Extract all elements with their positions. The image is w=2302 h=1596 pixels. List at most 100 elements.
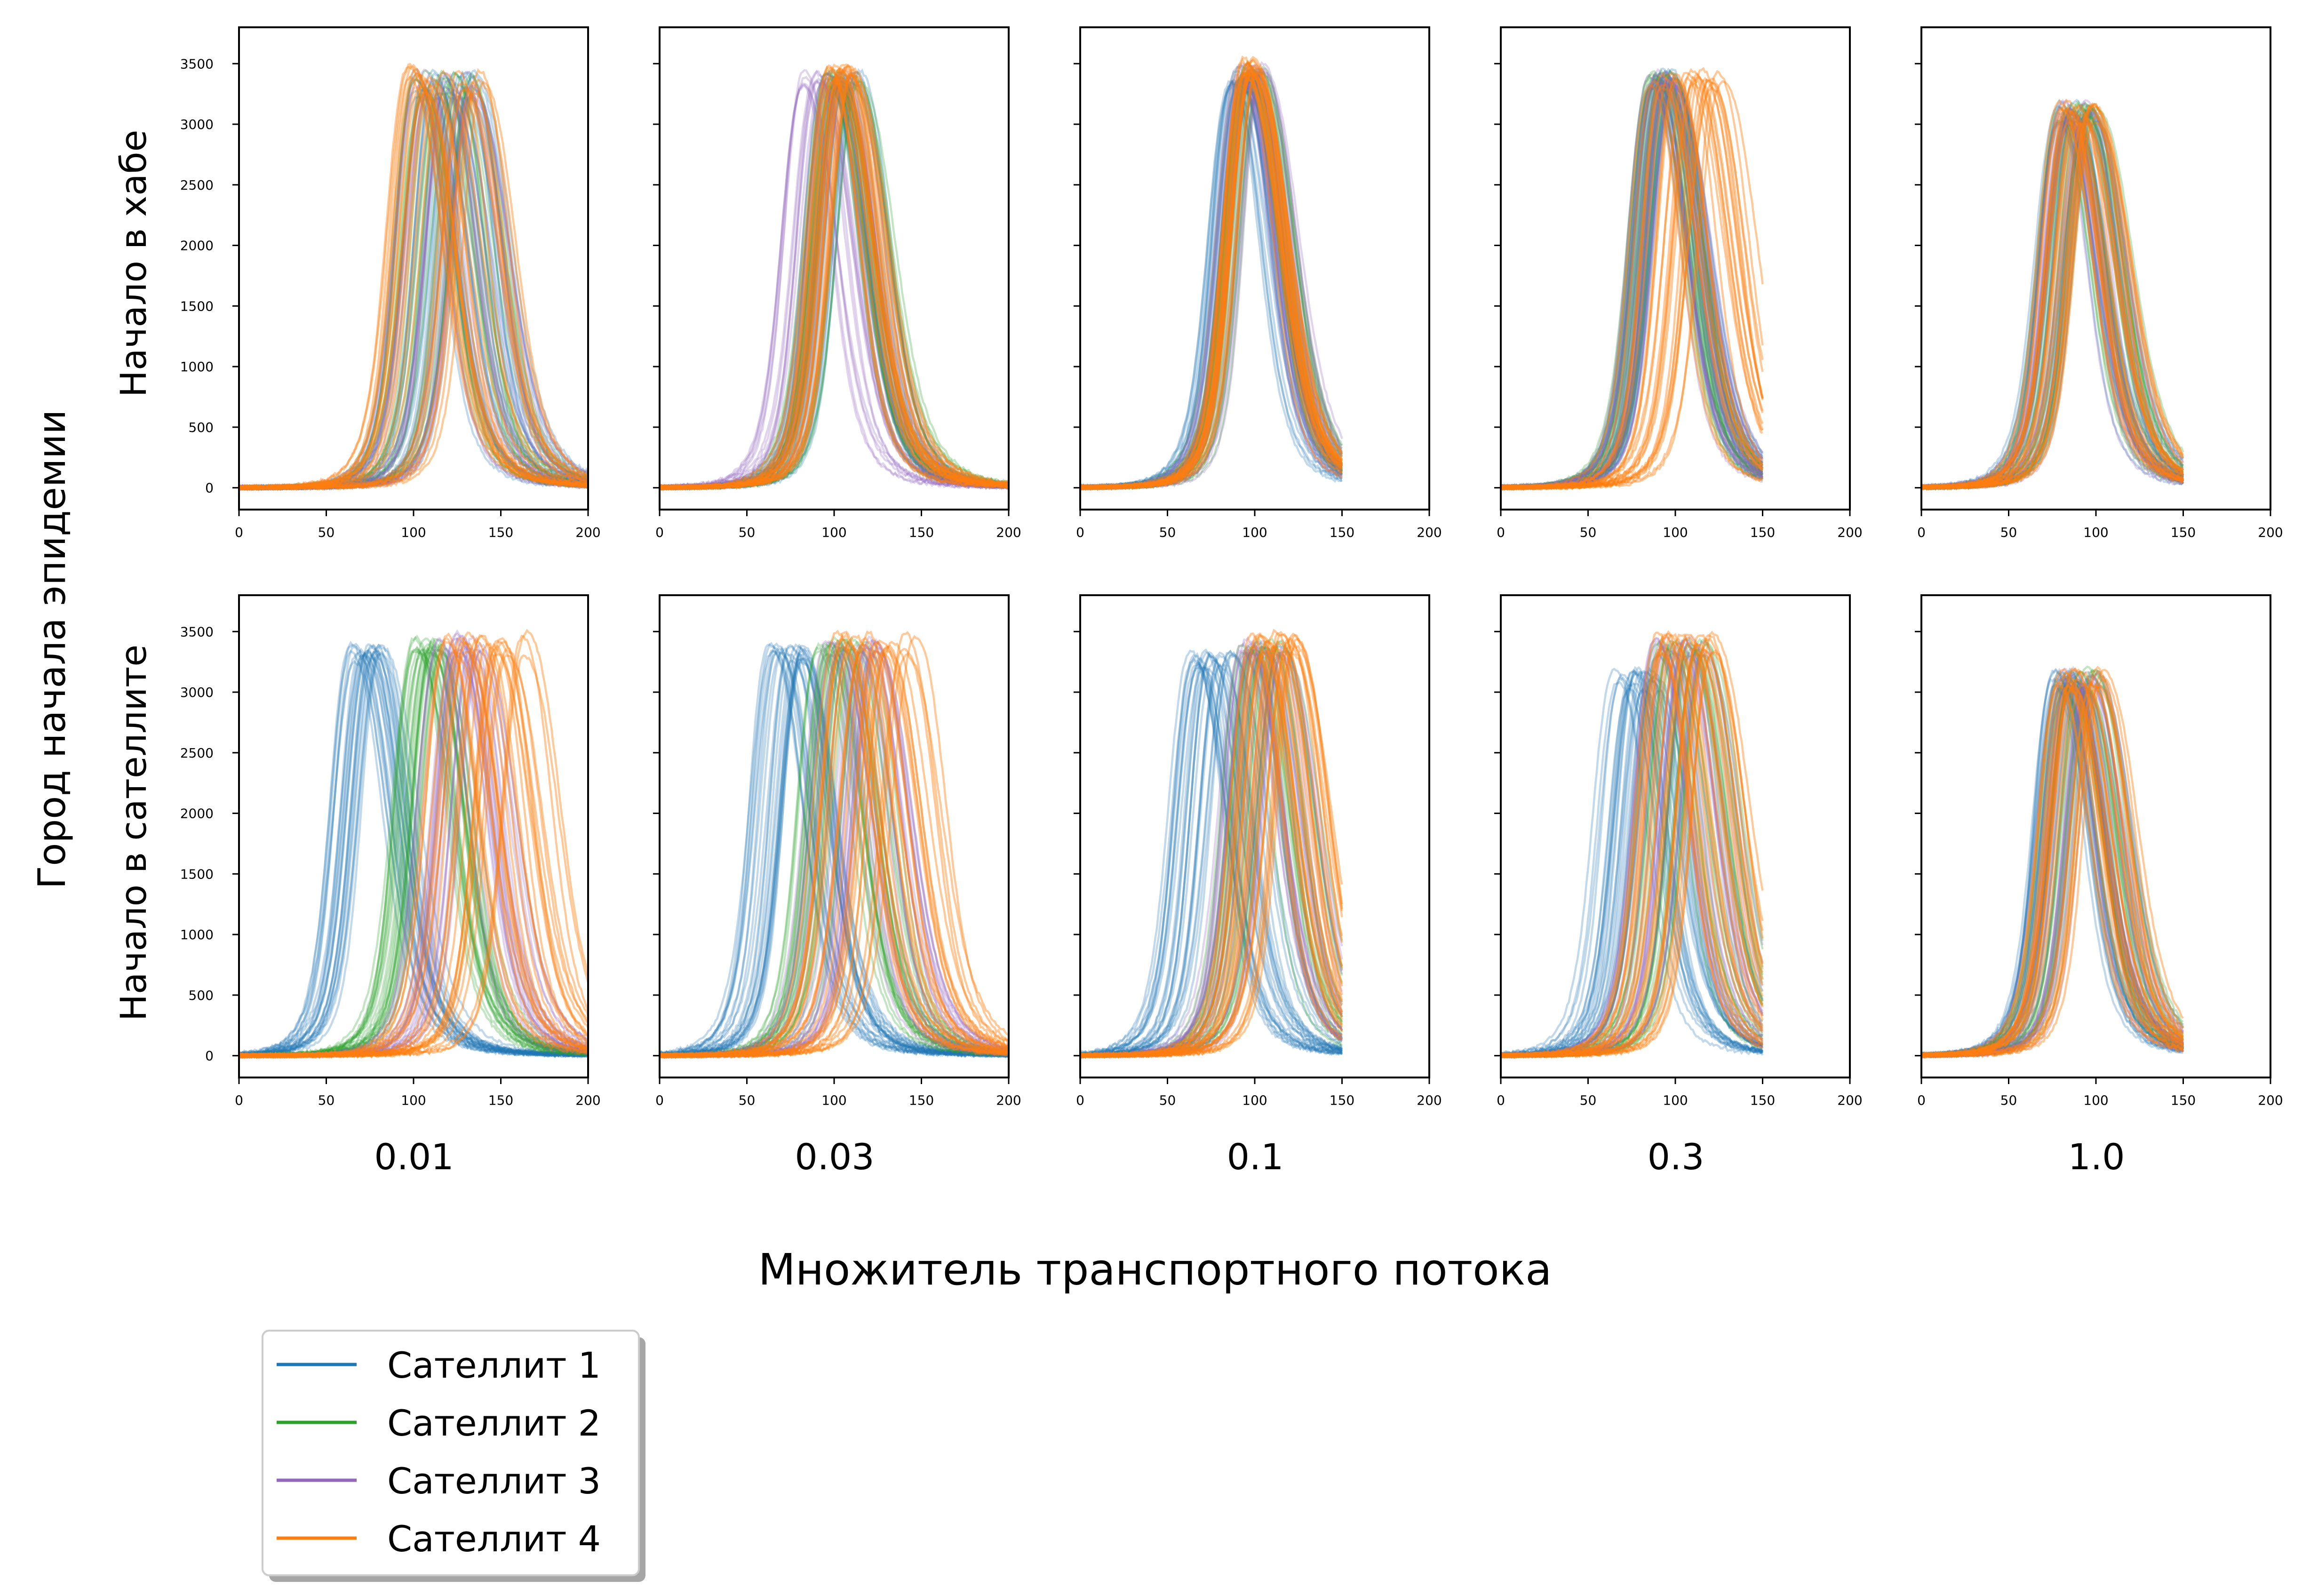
series-line-сателлит-1	[1080, 657, 1343, 1056]
y-tick-label: 3000	[180, 117, 214, 132]
series-line-сателлит-3	[1921, 682, 2184, 1058]
series-line-сателлит-2	[1921, 670, 2184, 1058]
series-line-сателлит-1	[1921, 683, 2184, 1058]
series-line-сателлит-2	[1080, 76, 1343, 490]
series-line-сателлит-3	[660, 651, 1009, 1060]
x-tick-label: 100	[2083, 1093, 2108, 1108]
series-line-сателлит-2	[1921, 684, 2183, 1058]
series-line-сателлит-1	[239, 68, 588, 491]
series-line-сателлит-3	[660, 78, 1009, 491]
series-line-сателлит-2	[239, 642, 588, 1059]
series-line-сателлит-4	[660, 77, 1009, 491]
series-line-сателлит-3	[1080, 66, 1343, 490]
series-line-сателлит-2	[1501, 83, 1763, 490]
series-line-сателлит-2	[1501, 642, 1764, 1059]
series-line-сателлит-4	[239, 84, 588, 490]
series-line-сателлит-2	[1921, 100, 2184, 490]
series-line-сателлит-1	[660, 656, 1009, 1058]
y-tick-label: 2500	[180, 745, 214, 761]
series-line-сателлит-1	[1501, 79, 1763, 491]
series-line-сателлит-3	[1921, 682, 2184, 1058]
series-line-сателлит-4	[1501, 633, 1764, 1058]
series-line-сателлит-4	[239, 63, 588, 490]
series-line-сателлит-1	[660, 657, 1009, 1059]
series-line-сателлит-3	[239, 94, 588, 491]
series-line-сателлит-4	[1080, 634, 1343, 1058]
series-line-сателлит-4	[1501, 76, 1763, 491]
series-line-сателлит-3	[660, 638, 1009, 1059]
series-line-сателлит-3	[1921, 109, 2184, 490]
series-line-сателлит-3	[1501, 653, 1764, 1059]
column-label: 0.03	[795, 1136, 874, 1178]
series-line-сателлит-2	[660, 79, 1009, 491]
series-line-сателлит-1	[239, 91, 588, 491]
series-line-сателлит-1	[239, 660, 588, 1059]
series-line-сателлит-3	[1501, 76, 1764, 491]
series-line-сателлит-2	[1501, 77, 1763, 490]
series-line-сателлит-3	[1921, 109, 2184, 490]
series-line-сателлит-2	[660, 77, 1009, 491]
series-line-сателлит-2	[1921, 684, 2184, 1058]
series-line-сателлит-1	[1501, 67, 1764, 490]
series-line-сателлит-3	[1501, 79, 1764, 490]
series-line-сателлит-2	[1921, 688, 2184, 1058]
series-line-сателлит-3	[1080, 67, 1343, 490]
series-line-сателлит-2	[1080, 61, 1343, 491]
series-line-сателлит-3	[1080, 67, 1343, 491]
series-line-сателлит-2	[1921, 104, 2184, 489]
series-line-сателлит-3	[660, 644, 1009, 1060]
series-line-сателлит-2	[1080, 645, 1343, 1058]
series-line-сателлит-3	[1080, 641, 1343, 1058]
series-line-сателлит-1	[660, 72, 1009, 490]
series-line-сателлит-1	[1080, 79, 1343, 491]
series-line-сателлит-2	[1080, 72, 1343, 491]
x-tick-label: 50	[318, 525, 335, 540]
series-line-сателлит-3	[1501, 645, 1763, 1058]
panel-r1-c4: 0 50 100 150 200	[1915, 594, 2283, 1108]
series-line-сателлит-1	[660, 86, 1009, 491]
series-line-сателлит-4	[1501, 651, 1764, 1059]
series-line-сателлит-2	[660, 641, 1009, 1059]
series-line-сателлит-1	[1921, 683, 2183, 1058]
column-label: 0.01	[374, 1136, 454, 1178]
series-line-сателлит-2	[239, 70, 588, 491]
series-line-сателлит-2	[239, 69, 588, 490]
series-line-сателлит-3	[1921, 116, 2184, 490]
x-tick-label: 150	[2171, 1093, 2196, 1108]
column-label: 1.0	[2068, 1136, 2125, 1178]
series-line-сателлит-4	[1921, 109, 2184, 490]
series-line-сателлит-2	[239, 645, 588, 1059]
legend-label-satellite-1: Сателлит 1	[387, 1344, 601, 1386]
series-line-сателлит-3	[1501, 82, 1763, 490]
series-line-сателлит-4	[1080, 68, 1343, 491]
series-line-сателлит-4	[239, 69, 588, 490]
series-line-сателлит-3	[1080, 81, 1343, 491]
y-tick-label: 3500	[180, 624, 214, 639]
series-line-сателлит-2	[1501, 645, 1764, 1059]
x-tick-label: 0	[1076, 525, 1084, 540]
row-label-satellite: Начало в сателлите	[112, 645, 154, 1021]
series-line-сателлит-1	[1080, 72, 1343, 491]
series-line-сателлит-4	[1501, 72, 1764, 491]
series-line-сателлит-1	[1921, 671, 2184, 1058]
series-line-сателлит-2	[239, 651, 588, 1059]
series-line-сателлит-1	[1921, 111, 2184, 491]
series-line-сателлит-2	[1921, 111, 2184, 491]
series-line-сателлит-1	[1080, 84, 1343, 490]
series-line-сателлит-2	[1080, 654, 1343, 1059]
x-tick-label: 50	[1580, 525, 1597, 540]
series-line-сателлит-2	[1921, 671, 2184, 1058]
series-line-сателлит-1	[239, 86, 588, 491]
series-line-сателлит-1	[239, 89, 588, 490]
series-line-сателлит-2	[660, 80, 1009, 491]
series-line-сателлит-2	[1501, 654, 1764, 1059]
series-line-сателлит-1	[239, 645, 588, 1058]
series-line-сателлит-2	[1080, 648, 1343, 1058]
series-line-сателлит-2	[239, 75, 588, 491]
series-line-сателлит-4	[239, 651, 588, 1059]
series-line-сателлит-4	[660, 69, 1009, 491]
series-line-сателлит-2	[1921, 107, 2183, 490]
series-line-сателлит-1	[239, 644, 588, 1059]
series-line-сателлит-1	[1921, 688, 2184, 1058]
series-line-сателлит-4	[1921, 121, 2184, 491]
